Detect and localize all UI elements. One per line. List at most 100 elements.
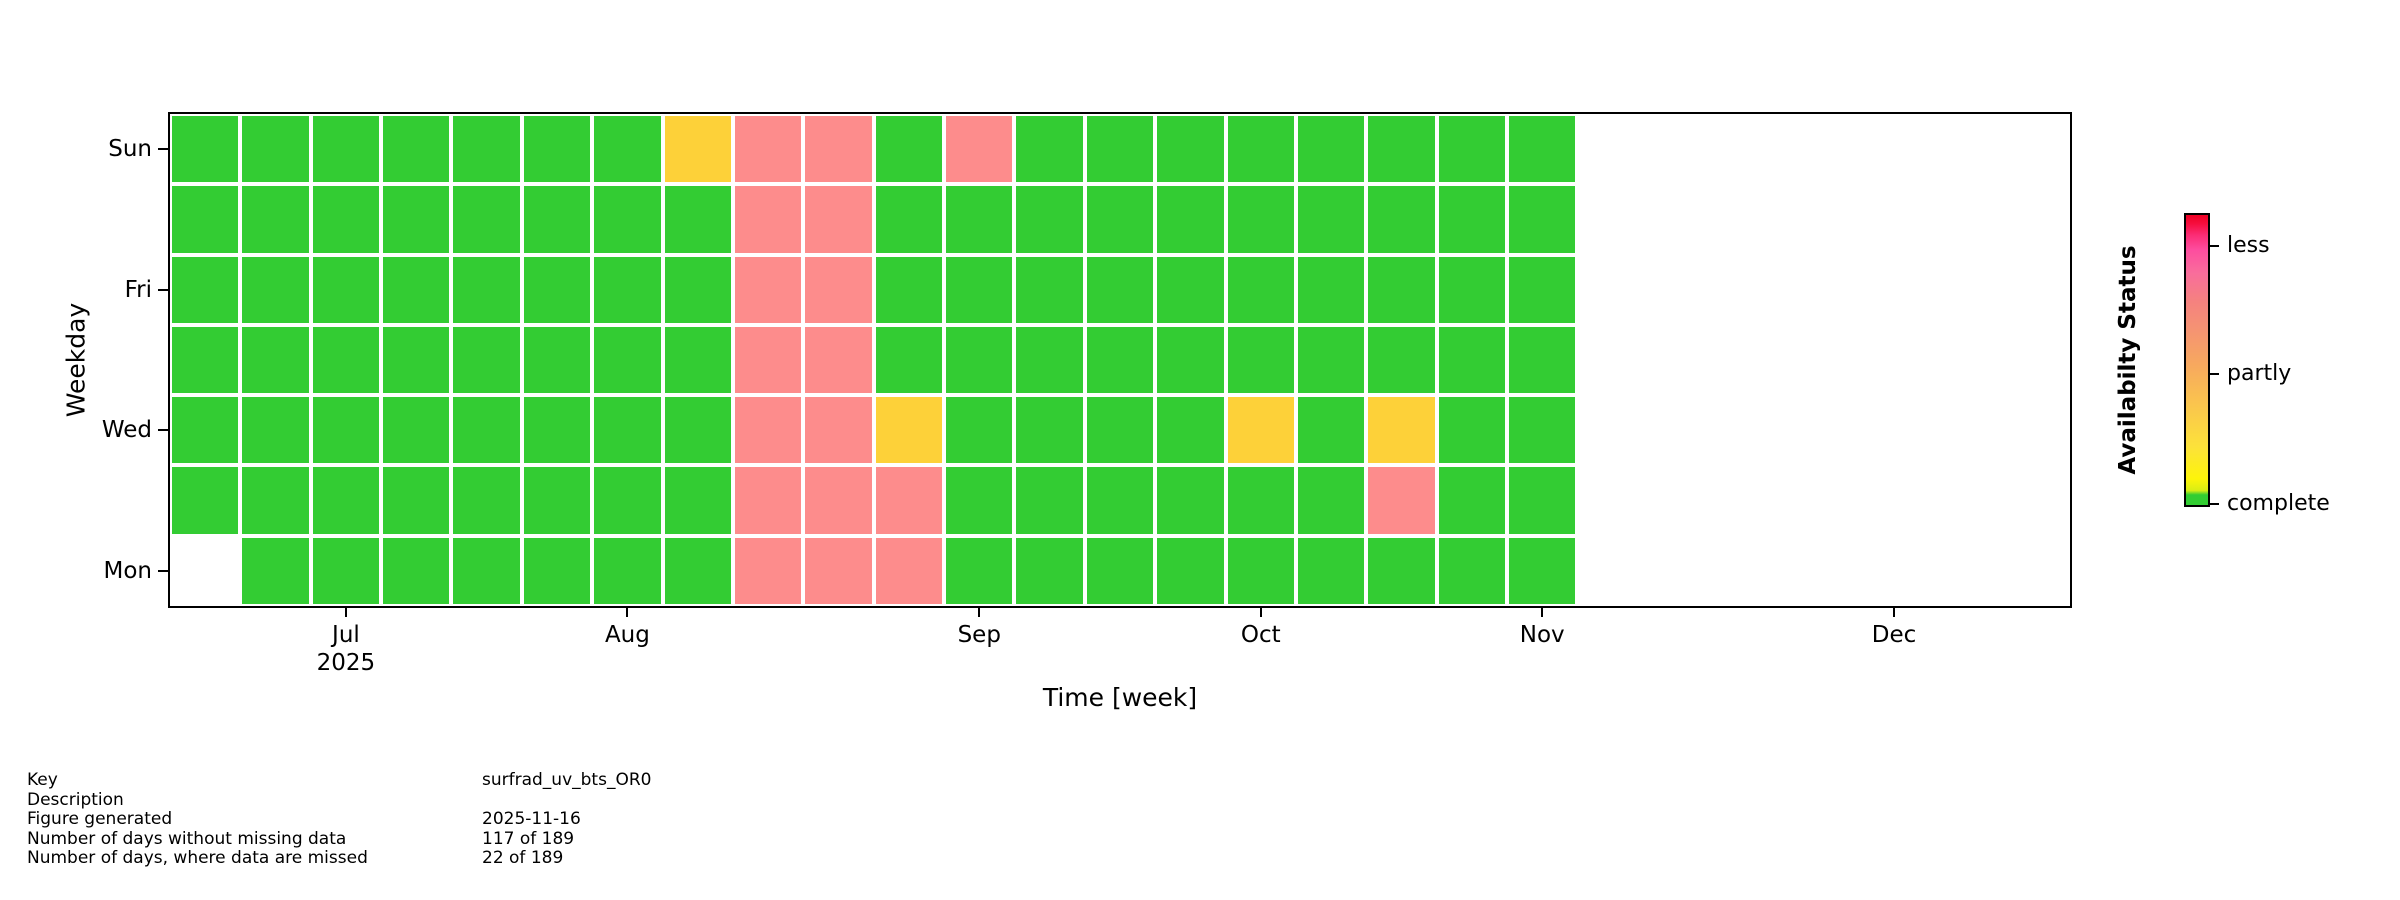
x-tickmark-aug	[626, 608, 629, 617]
heatmap-cell-mon-w4	[453, 537, 520, 604]
heatmap-cell-thu-w3	[383, 326, 450, 394]
heatmap-cell-wed-w1	[242, 397, 309, 464]
heatmap-cell-sun-w10	[875, 116, 943, 183]
colorbar-tick-complete: complete	[2227, 491, 2330, 517]
heatmap-cell-wed-w7	[664, 397, 731, 464]
y-tick-fri: Fri	[124, 276, 152, 303]
heatmap-cell-mon-w19	[1509, 537, 1576, 604]
heatmap-cell-fri-w1	[242, 256, 309, 323]
heatmap-cell-thu-w15	[1227, 326, 1294, 394]
heatmap-cell-thu-w17	[1368, 326, 1435, 394]
heatmap-cell-mon-w14	[1157, 537, 1224, 604]
heatmap-cell-tue-w2	[312, 467, 380, 534]
heatmap-cell-sat-w6	[594, 186, 661, 253]
x-tick-month-label: Nov	[1519, 622, 1565, 648]
heatmap-cell-sun-w19	[1509, 116, 1576, 183]
x-tick-month-label: Dec	[1871, 622, 1917, 648]
heatmap-cell-tue-w15	[1227, 467, 1294, 534]
heatmap-cell-sat-w4	[453, 186, 520, 253]
heatmap-cell-fri-w3	[383, 256, 450, 323]
x-tick-aug: Aug	[567, 621, 687, 649]
heatmap-cell-thu-w8	[734, 326, 802, 394]
heatmap-cell-fri-w19	[1509, 256, 1576, 323]
heatmap-cell-wed-w13	[1086, 397, 1154, 464]
heatmap-cell-thu-w2	[312, 326, 380, 394]
heatmap-cell-tue-w5	[523, 467, 591, 534]
heatmap-cell-wed-w15	[1227, 397, 1294, 464]
heatmap-cell-mon-w18	[1438, 537, 1506, 604]
colorbar-tickmark-complete	[2210, 503, 2219, 506]
heatmap-cell-mon-w8	[734, 537, 802, 604]
heatmap-cell-sun-w12	[1016, 116, 1083, 183]
colorbar	[2184, 213, 2210, 507]
heatmap-cell-sun-w14	[1157, 116, 1224, 183]
x-tick-year-label: 2025	[316, 650, 376, 676]
x-tickmark-dec	[1893, 608, 1896, 617]
heatmap-cell-sat-w9	[805, 186, 872, 253]
heatmap-cell-wed-w19	[1509, 397, 1576, 464]
heatmap-cell-thu-w0	[172, 326, 239, 394]
heatmap-cell-mon-w17	[1368, 537, 1435, 604]
heatmap-cell-fri-w17	[1368, 256, 1435, 323]
heatmap-cell-wed-w10	[875, 397, 943, 464]
heatmap-cell-tue-w7	[664, 467, 731, 534]
heatmap-cell-sat-w2	[312, 186, 380, 253]
meta-label-2: Figure generated	[27, 809, 173, 830]
heatmap-cell-mon-w2	[312, 537, 380, 604]
meta-value-4: 22 of 189	[482, 848, 564, 869]
heatmap-cell-thu-w6	[594, 326, 661, 394]
x-tick-nov: Nov	[1482, 621, 1602, 649]
heatmap-cell-fri-w11	[946, 256, 1013, 323]
heatmap-cell-wed-w2	[312, 397, 380, 464]
heatmap-cell-sun-w5	[523, 116, 591, 183]
heatmap-cell-tue-w1	[242, 467, 309, 534]
x-tick-jul: Jul 2025	[286, 621, 406, 677]
colorbar-tick-partly: partly	[2227, 360, 2292, 386]
heatmap-cell-sat-w17	[1368, 186, 1435, 253]
heatmap-cell-sun-w16	[1297, 116, 1365, 183]
heatmap-cell-sun-w1	[242, 116, 309, 183]
heatmap-cell-mon-w12	[1016, 537, 1083, 604]
heatmap-cell-tue-w11	[946, 467, 1013, 534]
heatmap-cell-thu-w18	[1438, 326, 1506, 394]
meta-label-3: Number of days without missing data	[27, 828, 347, 849]
heatmap-cell-sat-w12	[1016, 186, 1083, 253]
heatmap-cell-wed-w6	[594, 397, 661, 464]
heatmap-cell-sun-w8	[734, 116, 802, 183]
heatmap-cell-thu-w7	[664, 326, 731, 394]
meta-value-0: surfrad_uv_bts_OR0	[482, 770, 652, 790]
x-tick-month-label: Aug	[604, 622, 650, 648]
heatmap-cell-sat-w15	[1227, 186, 1294, 253]
heatmap-cell-thu-w1	[242, 326, 309, 394]
x-tickmark-jul	[344, 608, 347, 617]
heatmap-cell-wed-w12	[1016, 397, 1083, 464]
heatmap-cell-tue-w13	[1086, 467, 1154, 534]
heatmap-cell-sun-w15	[1227, 116, 1294, 183]
meta-label-4: Number of days, where data are missed	[27, 848, 368, 869]
heatmap-cell-sat-w1	[242, 186, 309, 253]
heatmap-cell-mon-w5	[523, 537, 591, 604]
heatmap-cell-sat-w18	[1438, 186, 1506, 253]
heatmap-cell-tue-w19	[1509, 467, 1576, 534]
heatmap-cell-wed-w4	[453, 397, 520, 464]
heatmap-cell-fri-w12	[1016, 256, 1083, 323]
heatmap-cell-tue-w4	[453, 467, 520, 534]
heatmap-cell-sun-w13	[1086, 116, 1154, 183]
heatmap-cell-fri-w15	[1227, 256, 1294, 323]
heatmap-cell-wed-w9	[805, 397, 872, 464]
heatmap-cell-fri-w9	[805, 256, 872, 323]
heatmap-cell-sat-w3	[383, 186, 450, 253]
heatmap-cell-sun-w17	[1368, 116, 1435, 183]
heatmap-cell-tue-w10	[875, 467, 943, 534]
heatmap-cell-sat-w13	[1086, 186, 1154, 253]
colorbar-tickmark-partly	[2210, 372, 2219, 375]
heatmap-cell-sun-w4	[453, 116, 520, 183]
heatmap-cell-tue-w9	[805, 467, 872, 534]
x-tick-month-label: Oct	[1240, 622, 1281, 648]
heatmap-cell-thu-w19	[1509, 326, 1576, 394]
y-axis-label: Weekday	[61, 302, 91, 418]
heatmap-cell-sun-w11	[946, 116, 1013, 183]
colorbar-tick-less: less	[2227, 233, 2270, 259]
heatmap-cell-mon-w3	[383, 537, 450, 604]
